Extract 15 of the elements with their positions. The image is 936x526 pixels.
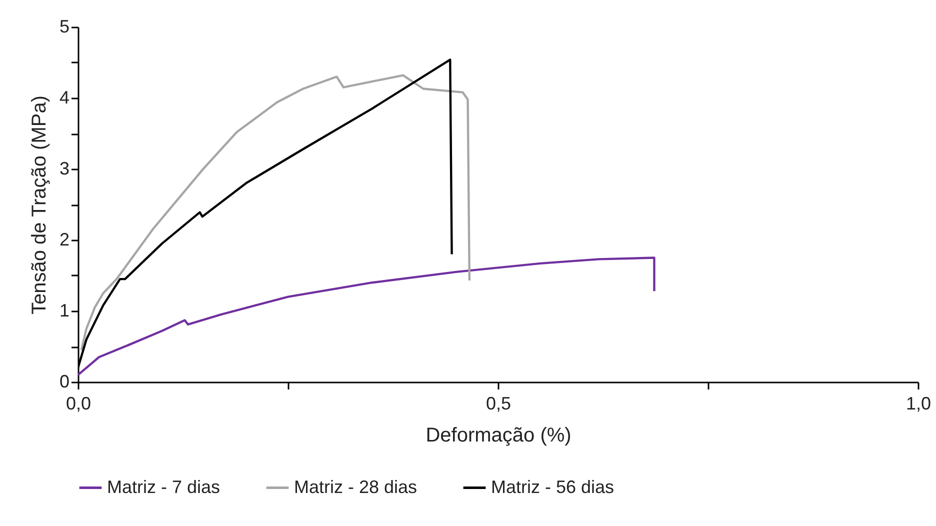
x-tick-label: 1,0 bbox=[906, 394, 932, 414]
y-axis-title: Tensão de Tração (MPa) bbox=[28, 96, 50, 314]
legend-label: Matriz - 28 dias bbox=[294, 476, 418, 497]
x-tick-label: 0,0 bbox=[66, 394, 92, 414]
line-series bbox=[78, 256, 656, 376]
y-tick-label: 0 bbox=[59, 372, 70, 392]
x-axis-title: Deformação (%) bbox=[426, 424, 572, 446]
y-tick-label: 5 bbox=[59, 16, 70, 36]
y-tick-label: 4 bbox=[59, 88, 70, 108]
legend-label: Matriz - 7 dias bbox=[107, 476, 220, 497]
y-tick-label: 1 bbox=[59, 300, 70, 320]
x-tick-label: 0,5 bbox=[486, 394, 512, 414]
y-tick-label: 2 bbox=[59, 230, 70, 250]
legend-label: Matriz - 56 dias bbox=[491, 476, 614, 497]
y-tick-label: 3 bbox=[59, 158, 70, 178]
